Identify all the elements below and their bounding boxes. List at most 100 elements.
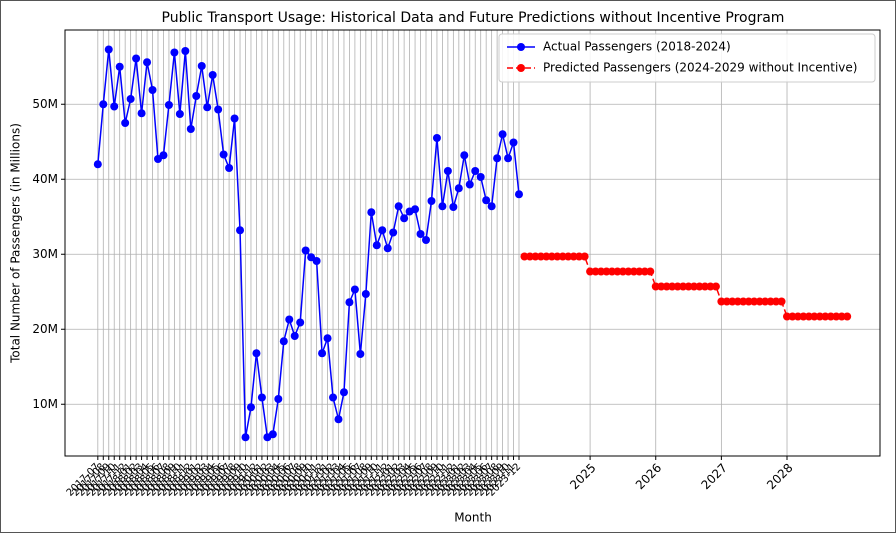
data-point [334, 415, 343, 424]
data-point [422, 236, 431, 244]
data-point [329, 393, 338, 402]
data-point [378, 226, 387, 235]
data-point [411, 205, 420, 214]
data-point [783, 312, 792, 321]
data-point [460, 151, 469, 160]
legend-label: Predicted Passengers (2024-2029 without … [543, 61, 857, 75]
data-point [241, 433, 250, 442]
data-point [126, 95, 135, 103]
x-axis-label: Month [454, 511, 492, 525]
data-point [203, 103, 212, 112]
data-point [558, 252, 567, 261]
data-point [339, 388, 348, 397]
data-point [361, 290, 370, 298]
data-point [662, 282, 671, 291]
data-point [695, 282, 704, 291]
data-point [214, 105, 223, 114]
data-point [613, 267, 622, 276]
data-point [110, 102, 119, 111]
data-point [750, 297, 759, 306]
data-point [815, 312, 824, 321]
legend-box [498, 33, 876, 83]
data-point [236, 226, 245, 235]
data-point [504, 154, 513, 163]
data-point [711, 282, 720, 291]
data-point [624, 267, 633, 276]
data-point [208, 71, 217, 79]
data-point [569, 252, 578, 261]
data-point [367, 208, 376, 217]
data-point [772, 297, 781, 306]
data-point [755, 297, 764, 306]
data-point [799, 312, 808, 321]
data-point [443, 167, 452, 175]
data-point [449, 203, 458, 211]
data-point [345, 298, 354, 307]
data-point [164, 101, 173, 109]
data-point [465, 180, 474, 189]
data-point [646, 267, 655, 276]
data-point [132, 54, 141, 63]
y-tick-label: 30M [32, 247, 58, 261]
data-point [192, 92, 201, 100]
data-point [618, 267, 627, 276]
data-point [416, 230, 425, 238]
data-point [350, 285, 359, 294]
legend-label: Actual Passengers (2018-2024) [543, 40, 731, 54]
data-point [777, 297, 786, 306]
data-point [553, 252, 562, 261]
data-point [493, 154, 502, 163]
data-point [482, 196, 491, 205]
data-point [389, 228, 398, 237]
y-tick-label: 20M [32, 322, 58, 336]
data-point [597, 267, 606, 276]
data-point [832, 312, 841, 321]
data-point [257, 393, 266, 402]
data-point [225, 164, 234, 172]
data-point [536, 252, 545, 261]
data-point [400, 214, 409, 223]
y-tick-label: 50M [32, 97, 58, 111]
data-point [651, 282, 660, 291]
data-point [159, 151, 168, 160]
data-point [487, 202, 496, 211]
data-point [268, 430, 277, 439]
data-point [531, 252, 540, 261]
data-point [788, 312, 797, 321]
data-point [821, 312, 830, 321]
data-point [722, 297, 731, 306]
data-point [673, 282, 682, 291]
data-point [279, 337, 288, 346]
data-point [547, 252, 556, 261]
y-tick-label: 40M [32, 172, 58, 186]
series-line [97, 49, 520, 439]
data-point [454, 184, 463, 193]
data-point [761, 297, 770, 306]
plot-area [64, 29, 881, 457]
data-point [635, 267, 644, 276]
data-point [246, 403, 255, 412]
data-point [115, 62, 124, 71]
data-point [542, 252, 551, 261]
data-point [356, 350, 365, 358]
data-point [252, 349, 261, 358]
data-point [230, 114, 239, 123]
data-point [383, 244, 392, 253]
legend-marker [517, 64, 525, 72]
data-point [514, 190, 523, 199]
y-tick-label: 10M [32, 397, 58, 411]
data-point [700, 282, 709, 291]
data-point [274, 395, 283, 403]
data-point [99, 100, 108, 109]
data-point [706, 282, 715, 291]
data-point [143, 58, 152, 67]
data-point [575, 252, 584, 261]
data-point [186, 125, 195, 133]
data-point [170, 48, 179, 57]
data-point [394, 202, 403, 211]
data-point [602, 267, 611, 276]
data-point [520, 252, 529, 261]
data-point [104, 45, 113, 54]
